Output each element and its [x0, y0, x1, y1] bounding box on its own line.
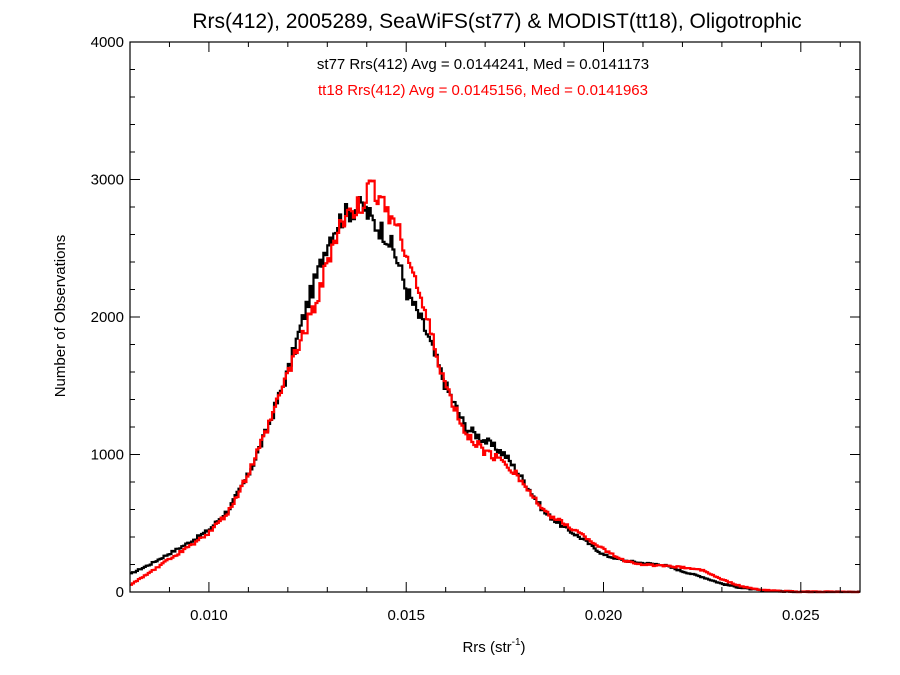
y-tick-label: 2000	[91, 309, 124, 326]
x-axis-label: Rrs (str-1)	[462, 637, 525, 656]
series-tt18-line	[130, 179, 860, 594]
x-tick-label: 0.020	[585, 607, 623, 624]
annotation-st77: st77 Rrs(412) Avg = 0.0144241, Med = 0.0…	[317, 56, 649, 73]
x-tick-label: 0.015	[387, 607, 425, 624]
y-axis-ticks: 0 1000 2000 3000 4000	[91, 34, 860, 601]
chart-title: Rrs(412), 2005289, SeaWiFS(st77) & MODIS…	[192, 10, 801, 33]
series-st77-line	[130, 196, 860, 594]
y-tick-label: 1000	[91, 447, 124, 464]
plot-area	[129, 41, 861, 594]
annotation-tt18: tt18 Rrs(412) Avg = 0.0145156, Med = 0.0…	[318, 82, 648, 99]
x-tick-label: 0.025	[782, 607, 820, 624]
x-axis-ticks: 0.010 0.015 0.020 0.025	[129, 42, 841, 624]
y-tick-label: 3000	[91, 172, 124, 189]
annotations: st77 Rrs(412) Avg = 0.0144241, Med = 0.0…	[317, 56, 649, 99]
y-tick-label: 0	[116, 584, 124, 601]
axes-frame	[129, 41, 861, 593]
y-axis-label: Number of Observations	[52, 235, 69, 398]
x-tick-label: 0.010	[190, 607, 228, 624]
y-tick-label: 4000	[91, 34, 124, 51]
